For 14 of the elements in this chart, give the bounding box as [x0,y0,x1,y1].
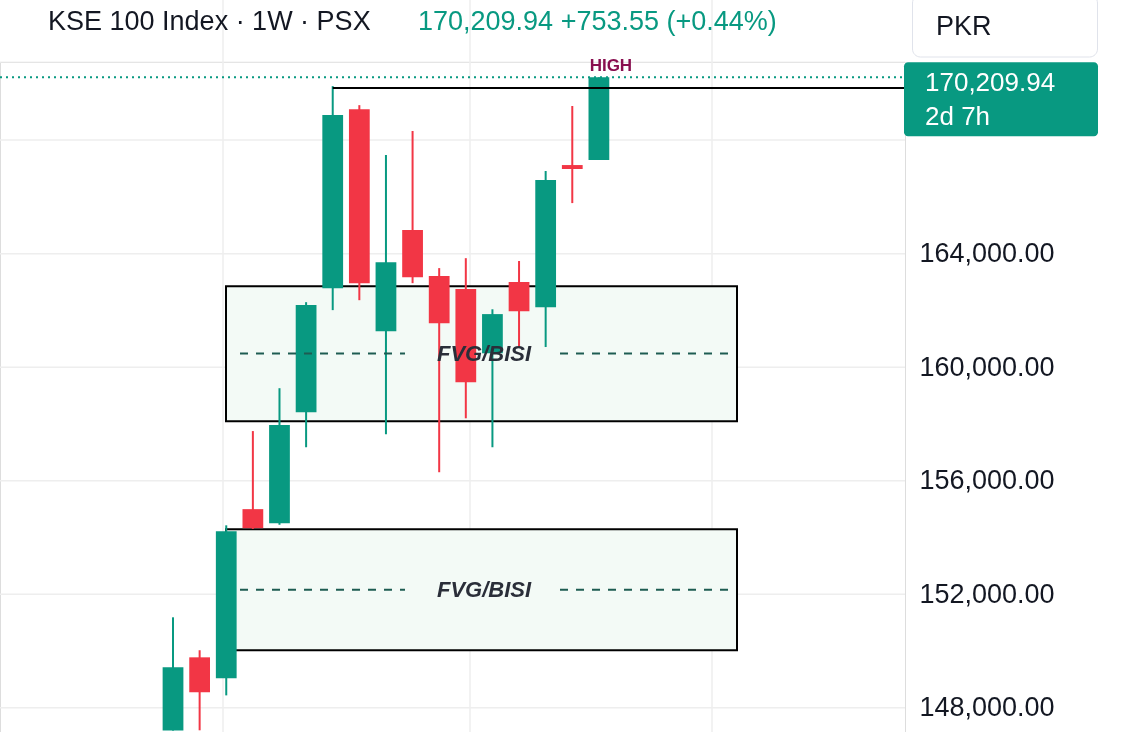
text: PKR [936,11,992,41]
y-tick-label: 152,000.00 [919,578,1055,609]
ref-line-label: FVG/BISI [436,576,532,602]
y-tick-label: 164,000.00 [919,238,1055,269]
y-tick-label: 148,000.00 [919,692,1055,723]
chart-title: KSE 100 Index · 1W · PSX [48,6,371,36]
chart-subtitle: 170,209.94 +753.55 (+0.44%) [418,6,777,36]
candlestick [242,430,264,531]
y-tick-label: 156,000.00 [919,465,1055,496]
ref-line-label: 170,209.94 [925,67,1056,98]
y-tick-label: 160,000.00 [919,351,1055,382]
text: 2d 7h [925,101,991,132]
candlestick [561,105,583,205]
ref-line-label: HIGH [589,56,633,76]
